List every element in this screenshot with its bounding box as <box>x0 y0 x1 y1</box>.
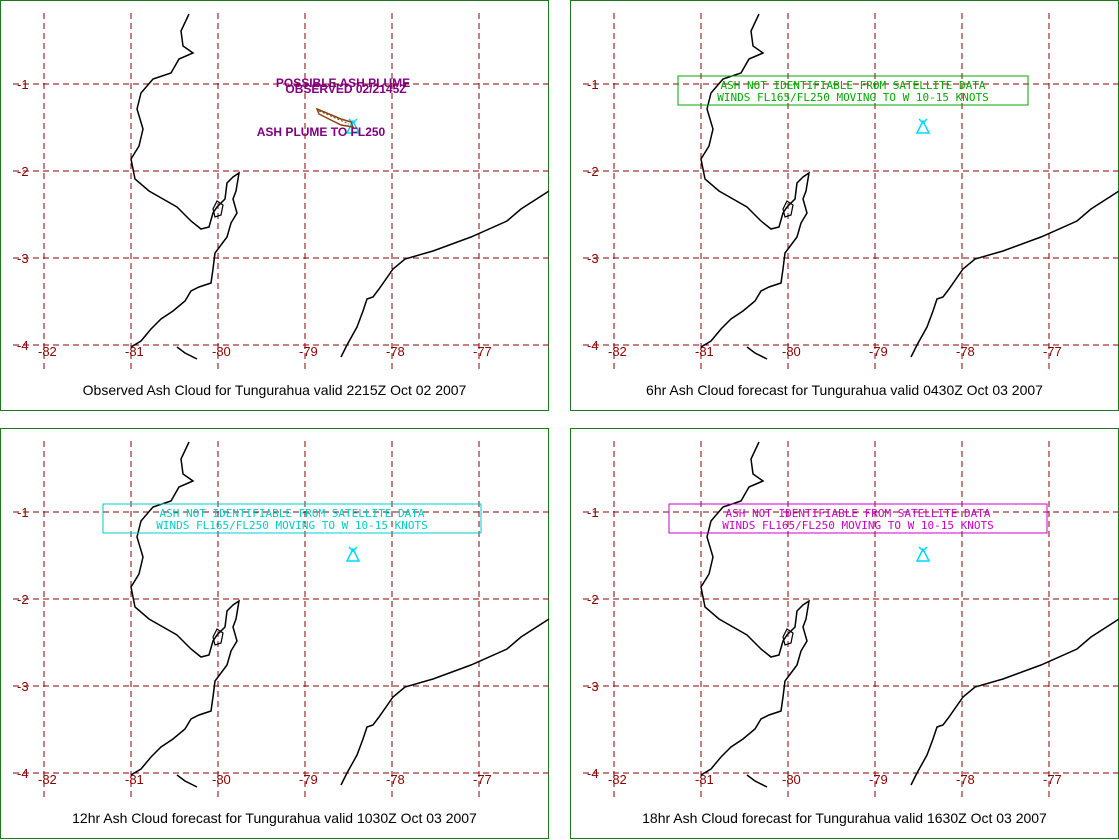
lat-tick-label: -1 <box>17 505 29 520</box>
map-18hr: -82 -81 -80 -79 -78 -77 -1 -2 -3 -4 <box>583 441 1119 799</box>
lon-tick-label: -80 <box>212 772 231 787</box>
box-line2-12hr: WINDS FL165/FL250 MOVING TO W 10-15 KNOT… <box>156 519 428 532</box>
box-line1-18hr: ASH NOT IDENTIFIABLE FROM SATELLITE DATA <box>726 507 991 520</box>
box-line1-12hr: ASH NOT IDENTIFIABLE FROM SATELLITE DATA <box>160 507 425 520</box>
forecast-box-12hr: ASH NOT IDENTIFIABLE FROM SATELLITE DATA… <box>102 503 482 534</box>
caption-observed: Observed Ash Cloud for Tungurahua valid … <box>82 382 467 398</box>
lon-tick-label: -78 <box>386 344 405 359</box>
lon-tick-label: -81 <box>125 772 144 787</box>
caption-12hr: 12hr Ash Cloud forecast for Tungurahua v… <box>72 810 477 826</box>
coastline <box>746 774 768 788</box>
lat-tick-label: -1 <box>587 505 599 520</box>
lon-tick-label: -82 <box>38 772 57 787</box>
lon-tick-label: -78 <box>956 344 975 359</box>
coastline <box>176 774 198 788</box>
lat-tick-label: -2 <box>17 164 29 179</box>
coastline <box>910 618 1119 786</box>
map-12hr: -82 -81 -80 -79 -78 -77 -1 -2 -3 -4 <box>13 441 550 799</box>
lon-tick-label: -82 <box>608 772 627 787</box>
observed-time-label: OBSERVED 02/2145Z <box>285 82 406 96</box>
lon-tick-label: -77 <box>1043 344 1062 359</box>
coastline <box>746 346 768 360</box>
coastline <box>212 200 224 218</box>
lon-tick-label: -79 <box>299 772 318 787</box>
panel-18hr: -82 -81 -80 -79 -78 -77 -1 -2 -3 -4 ASH NOT IDENT… <box>570 428 1119 839</box>
lon-tick-label: -82 <box>38 344 57 359</box>
coastline <box>340 190 550 358</box>
lat-tick-label: -4 <box>587 766 599 781</box>
ash-plume-outline <box>315 107 355 128</box>
coastline <box>176 346 198 360</box>
ash-height-label: ASH PLUME TO FL250 <box>257 125 386 139</box>
coastline <box>212 628 224 646</box>
lon-tick-label: -78 <box>956 772 975 787</box>
lat-tick-label: -1 <box>17 77 29 92</box>
volcano-icon <box>915 546 931 562</box>
lat-tick-label: -3 <box>587 679 599 694</box>
possible-ash-plume-label: POSSIBLE ASH PLUME <box>276 76 410 90</box>
panel-12hr: -82 -81 -80 -79 -78 -77 -1 -2 -3 -4 ASH NOT IDENT… <box>0 428 550 839</box>
coastline <box>910 190 1119 358</box>
lat-tick-label: -4 <box>587 338 599 353</box>
coastline <box>782 200 794 218</box>
lat-tick-label: -4 <box>17 338 29 353</box>
caption-6hr: 6hr Ash Cloud forecast for Tungurahua va… <box>646 382 1043 398</box>
panel-observed: -82 -81 -80 -79 -78 -77 -1 -2 -3 -4 POSSIBLE ASH … <box>0 0 550 411</box>
lat-tick-label: -4 <box>17 766 29 781</box>
lon-tick-label: -82 <box>608 344 627 359</box>
lon-tick-label: -79 <box>869 344 888 359</box>
caption-18hr: 18hr Ash Cloud forecast for Tungurahua v… <box>642 810 1047 826</box>
lon-tick-label: -81 <box>695 772 714 787</box>
lat-tick-label: -2 <box>587 164 599 179</box>
observed-overlay: POSSIBLE ASH PLUME OBSERVED 02/2145Z ASH… <box>257 76 410 139</box>
lon-tick-label: -79 <box>869 772 888 787</box>
lon-tick-label: -81 <box>695 344 714 359</box>
lat-tick-label: -3 <box>17 251 29 266</box>
lat-tick-label: -3 <box>587 251 599 266</box>
forecast-box-18hr: ASH NOT IDENTIFIABLE FROM SATELLITE DATA… <box>668 503 1048 534</box>
coastline <box>340 618 550 786</box>
coastline <box>782 628 794 646</box>
volcano-icon <box>915 118 931 134</box>
box-line1-6hr: ASH NOT IDENTIFIABLE FROM SATELLITE DATA <box>721 79 986 92</box>
lon-tick-label: -78 <box>386 772 405 787</box>
lon-tick-label: -80 <box>782 772 801 787</box>
lat-tick-label: -1 <box>587 77 599 92</box>
lon-tick-label: -80 <box>212 344 231 359</box>
lat-tick-label: -2 <box>587 592 599 607</box>
map-6hr: -82 -81 -80 -79 -78 -77 -1 -2 -3 -4 <box>583 13 1119 371</box>
box-line2-18hr: WINDS FL165/FL250 MOVING TO W 10-15 KNOT… <box>722 519 994 532</box>
lon-tick-label: -77 <box>473 344 492 359</box>
lon-tick-label: -79 <box>299 344 318 359</box>
forecast-box-6hr: ASH NOT IDENTIFIABLE FROM SATELLITE DATA… <box>677 75 1029 106</box>
lon-tick-label: -80 <box>782 344 801 359</box>
lon-tick-label: -77 <box>473 772 492 787</box>
map-observed: -82 -81 -80 -79 -78 -77 -1 -2 -3 -4 <box>13 13 550 371</box>
volcano-icon <box>345 546 361 562</box>
box-line2-6hr: WINDS FL165/FL250 MOVING TO W 10-15 KNOT… <box>717 91 989 104</box>
lon-tick-label: -77 <box>1043 772 1062 787</box>
lat-tick-label: -3 <box>17 679 29 694</box>
lat-tick-label: -2 <box>17 592 29 607</box>
lon-tick-label: -81 <box>125 344 144 359</box>
panel-6hr: -82 -81 -80 -79 -78 -77 -1 -2 -3 -4 ASH NOT IDENT… <box>570 0 1119 411</box>
